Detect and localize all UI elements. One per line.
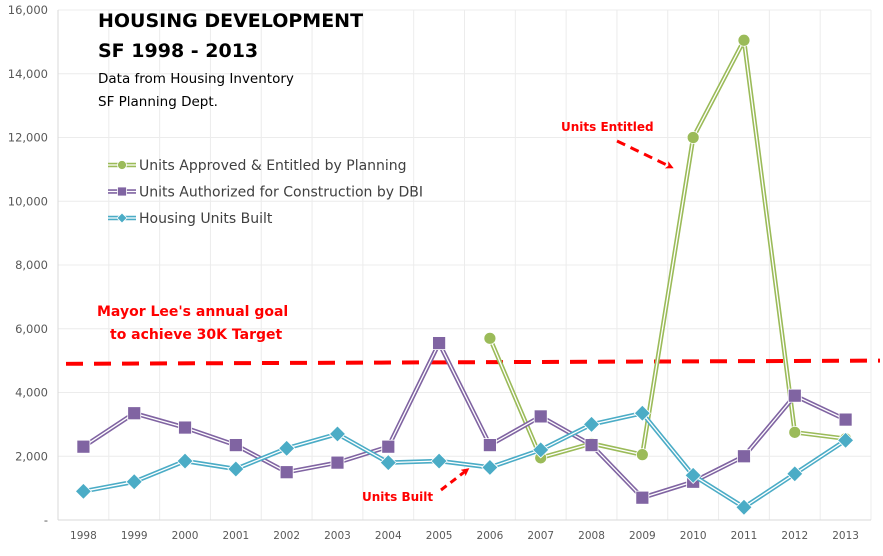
y-tick-label: 6,000 (15, 322, 48, 336)
x-tick-label: 2004 (375, 530, 402, 542)
series-square (76, 336, 853, 505)
data-point-circle (635, 448, 649, 462)
x-tick-label: 2008 (578, 530, 605, 542)
data-point-diamond (837, 431, 855, 449)
data-point-diamond (430, 452, 448, 470)
series-line-inner (489, 39, 846, 459)
y-tick-label: - (44, 513, 48, 527)
goal-reference-line (65, 358, 881, 366)
x-tick-label: 2007 (527, 530, 554, 542)
data-point-square (228, 438, 243, 452)
x-axis-tick-labels: 1998 1999 2000 2001 2002 2003 2004 2005 2006 2007… (70, 530, 859, 542)
x-tick-label: 2011 (731, 530, 758, 542)
data-point-square (432, 336, 446, 350)
y-tick-label: 4,000 (15, 386, 48, 400)
chart-subtitle-line2: SF Planning Dept. (98, 94, 218, 110)
data-point-square (737, 449, 751, 464)
data-point-diamond (633, 404, 651, 422)
annotation-units-entitled: Units Entitled (561, 120, 654, 134)
goal-dashed-line (65, 358, 881, 366)
y-tick-label: 14,000 (8, 67, 48, 81)
data-point-square (330, 455, 345, 470)
x-tick-label: 2001 (222, 530, 249, 542)
data-point-diamond (278, 439, 296, 457)
y-tick-label: 16,000 (8, 3, 48, 17)
data-point-diamond (532, 441, 550, 459)
series-diamond (74, 404, 855, 516)
x-tick-label: 2002 (273, 530, 300, 542)
x-tick-label: 2006 (477, 530, 504, 542)
x-tick-label: 1999 (121, 530, 148, 542)
legend: Units Approved & Entitled by Planning Uni… (108, 158, 423, 227)
goal-label-line2: to achieve 30K Target (110, 327, 283, 343)
series-line-inner (83, 412, 846, 508)
data-point-square (635, 490, 650, 505)
data-point-circle (686, 131, 700, 144)
x-tick-label: 2009 (629, 530, 656, 542)
data-point-circle (788, 425, 802, 439)
annotation-arrow-built (440, 468, 470, 492)
data-point-square (279, 465, 294, 480)
y-tick-label: 8,000 (15, 258, 48, 272)
data-point-diamond (582, 415, 601, 433)
legend-label: Units Authorized for Construction by DBI (139, 185, 423, 201)
data-point-diamond (125, 473, 143, 491)
legend-label: Units Approved & Entitled by Planning (139, 158, 407, 174)
data-point-square (533, 409, 548, 424)
x-tick-label: 2000 (172, 530, 199, 542)
x-tick-label: 2013 (832, 530, 859, 542)
legend-item: Housing Units Built (108, 211, 273, 227)
data-point-diamond (227, 460, 245, 478)
data-point-diamond (735, 498, 753, 516)
data-point-diamond (684, 466, 702, 484)
x-tick-label: 2003 (324, 530, 351, 542)
annotation-units-built: Units Built (362, 490, 433, 504)
data-point-square (127, 406, 142, 421)
legend-marker-circle (117, 160, 127, 170)
chart-title-line2: SF 1998 - 2013 (98, 40, 258, 62)
legend-marker-square (117, 186, 127, 197)
data-point-diamond (481, 458, 499, 476)
y-tick-label: 12,000 (8, 131, 48, 145)
chart-title: HOUSING DEVELOPMENT (98, 10, 363, 32)
data-point-circle (737, 33, 751, 47)
goal-label-line1: Mayor Lee's annual goal (97, 304, 288, 320)
data-point-diamond (74, 482, 92, 500)
legend-marker-diamond (116, 212, 128, 224)
annotation-arrow-entitled (616, 139, 674, 169)
chart-subtitle-line1: Data from Housing Inventory (98, 71, 294, 87)
series-line-inner (83, 342, 846, 499)
legend-item: Units Authorized for Construction by DBI (108, 185, 423, 201)
x-tick-label: 2010 (680, 530, 707, 542)
legend-item: Units Approved & Entitled by Planning (108, 158, 407, 174)
y-tick-label: 2,000 (15, 449, 48, 463)
x-tick-label: 2012 (781, 530, 808, 542)
data-point-square (787, 388, 802, 403)
x-tick-label: 2005 (426, 530, 453, 542)
data-point-diamond (786, 465, 804, 483)
data-point-circle (483, 331, 497, 345)
data-point-diamond (379, 454, 397, 472)
data-point-square (584, 438, 599, 452)
y-axis-tick-labels: - 2,000 4,000 6,000 8,000 10,000 12,000 14,000 1… (8, 3, 48, 527)
data-point-diamond (176, 452, 194, 470)
series-layer (74, 33, 855, 516)
data-point-square (76, 439, 91, 454)
legend-label: Housing Units Built (139, 211, 273, 227)
y-tick-label: 10,000 (8, 194, 48, 208)
x-tick-label: 1998 (70, 530, 97, 542)
data-point-square (178, 420, 192, 435)
data-point-square (381, 439, 396, 454)
data-point-square (483, 438, 497, 452)
data-point-square (838, 412, 853, 427)
data-point-diamond (328, 425, 347, 443)
